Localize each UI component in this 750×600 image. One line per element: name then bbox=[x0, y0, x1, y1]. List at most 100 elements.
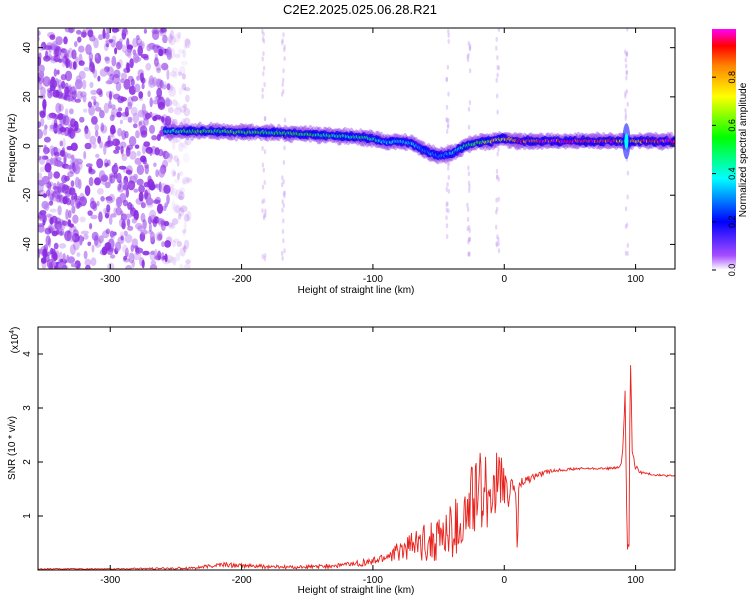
spike-mark bbox=[468, 188, 471, 193]
noise-blob bbox=[38, 248, 41, 259]
noise-blob bbox=[64, 28, 71, 33]
noise-blob bbox=[76, 29, 82, 35]
spike-mark bbox=[446, 182, 449, 188]
noise-blob bbox=[65, 165, 73, 170]
spike-mark bbox=[447, 188, 450, 194]
noise-blob bbox=[57, 185, 62, 194]
spike-mark bbox=[624, 57, 627, 63]
noise-blob bbox=[67, 231, 76, 243]
spike-mark bbox=[445, 207, 448, 213]
noise-blob bbox=[111, 28, 120, 33]
noise-blob bbox=[157, 250, 162, 261]
noise-blob bbox=[75, 195, 81, 201]
noise-blob bbox=[134, 144, 140, 149]
spike-mark bbox=[468, 237, 471, 243]
spike-mark bbox=[467, 251, 470, 257]
noise-blob bbox=[110, 231, 115, 241]
noise-blob bbox=[53, 171, 61, 179]
noise-blob bbox=[104, 181, 111, 189]
spectrogram-y-axis-label: Frequency (Hz) bbox=[7, 114, 18, 183]
snr-y-axis-label: SNR (10 * v/v) bbox=[7, 416, 18, 480]
noise-blob bbox=[149, 231, 155, 243]
noise-blob bbox=[112, 138, 120, 147]
spike-mark bbox=[626, 194, 629, 200]
noise-blob bbox=[38, 190, 41, 196]
spike-mark bbox=[466, 226, 469, 232]
snr-y-ticks: 1 2 3 4 bbox=[22, 351, 675, 519]
noise-blob bbox=[162, 64, 169, 70]
noise-blob bbox=[70, 263, 77, 268]
noise-blob bbox=[116, 62, 121, 70]
spike-mark bbox=[625, 222, 629, 228]
noise-blob bbox=[95, 130, 99, 137]
noise-blob bbox=[61, 80, 66, 89]
spike-mark bbox=[497, 196, 500, 202]
spike-mark bbox=[495, 168, 499, 174]
y-tick-label: 1 bbox=[22, 513, 33, 519]
noise-blob bbox=[120, 72, 128, 81]
snr-marks bbox=[38, 365, 675, 570]
spike-mark bbox=[282, 32, 285, 38]
noise-blob bbox=[156, 87, 163, 98]
noise-blob bbox=[180, 142, 186, 148]
spike-mark bbox=[497, 28, 501, 32]
spike-mark bbox=[262, 71, 265, 77]
spike-mark bbox=[281, 199, 284, 205]
noise-blob bbox=[136, 75, 141, 81]
noise-blob bbox=[175, 189, 183, 199]
noise-blob bbox=[98, 235, 104, 244]
noise-blob bbox=[178, 207, 185, 217]
noise-blob bbox=[184, 38, 191, 46]
noise-blob bbox=[38, 83, 43, 90]
noise-blob bbox=[158, 168, 166, 178]
scale-exponent: 4 bbox=[9, 330, 16, 334]
noise-blob bbox=[61, 174, 68, 184]
noise-blob bbox=[126, 217, 130, 225]
noise-blob bbox=[145, 63, 152, 71]
noise-blob bbox=[103, 42, 109, 52]
noise-blob bbox=[59, 140, 64, 147]
noise-blob bbox=[55, 36, 63, 46]
noise-blob bbox=[172, 99, 178, 106]
noise-blob bbox=[141, 83, 145, 90]
noise-blob bbox=[64, 49, 71, 55]
spike-mark bbox=[466, 202, 469, 208]
noise-blob bbox=[182, 229, 187, 234]
noise-blob bbox=[87, 210, 93, 216]
noise-blob bbox=[168, 35, 176, 46]
noise-blob bbox=[150, 184, 157, 190]
noise-blob bbox=[150, 250, 155, 255]
noise-blob bbox=[181, 118, 186, 127]
spike-mark bbox=[447, 208, 450, 214]
noise-blob bbox=[172, 155, 177, 160]
spike-mark bbox=[445, 104, 449, 110]
noise-blob bbox=[53, 242, 59, 250]
spike-mark bbox=[261, 87, 264, 93]
spike-mark bbox=[467, 239, 470, 245]
noise-blob bbox=[67, 128, 72, 138]
noise-blob bbox=[100, 196, 105, 202]
noise-blob bbox=[123, 175, 129, 185]
spike-mark bbox=[625, 63, 628, 69]
spike-mark bbox=[624, 115, 627, 121]
noise-blob bbox=[169, 120, 177, 126]
spike-mark bbox=[468, 236, 472, 242]
noise-blob bbox=[168, 222, 175, 230]
spike-mark bbox=[281, 91, 284, 97]
noise-blob bbox=[128, 85, 136, 96]
spike-mark bbox=[497, 248, 501, 254]
noise-blob bbox=[74, 98, 82, 103]
noise-blob bbox=[182, 152, 190, 163]
colorbar-tick-label: 0.6 bbox=[727, 119, 737, 132]
noise-blob bbox=[70, 154, 75, 160]
noise-blob bbox=[138, 184, 146, 194]
spike-mark bbox=[624, 112, 628, 118]
spike-mark bbox=[445, 201, 448, 207]
noise-blob bbox=[58, 103, 64, 112]
spike-mark bbox=[497, 146, 500, 152]
noise-blob bbox=[82, 94, 87, 103]
spike-mark bbox=[446, 144, 449, 149]
noise-blob bbox=[57, 79, 62, 88]
noise-blob bbox=[79, 234, 83, 246]
